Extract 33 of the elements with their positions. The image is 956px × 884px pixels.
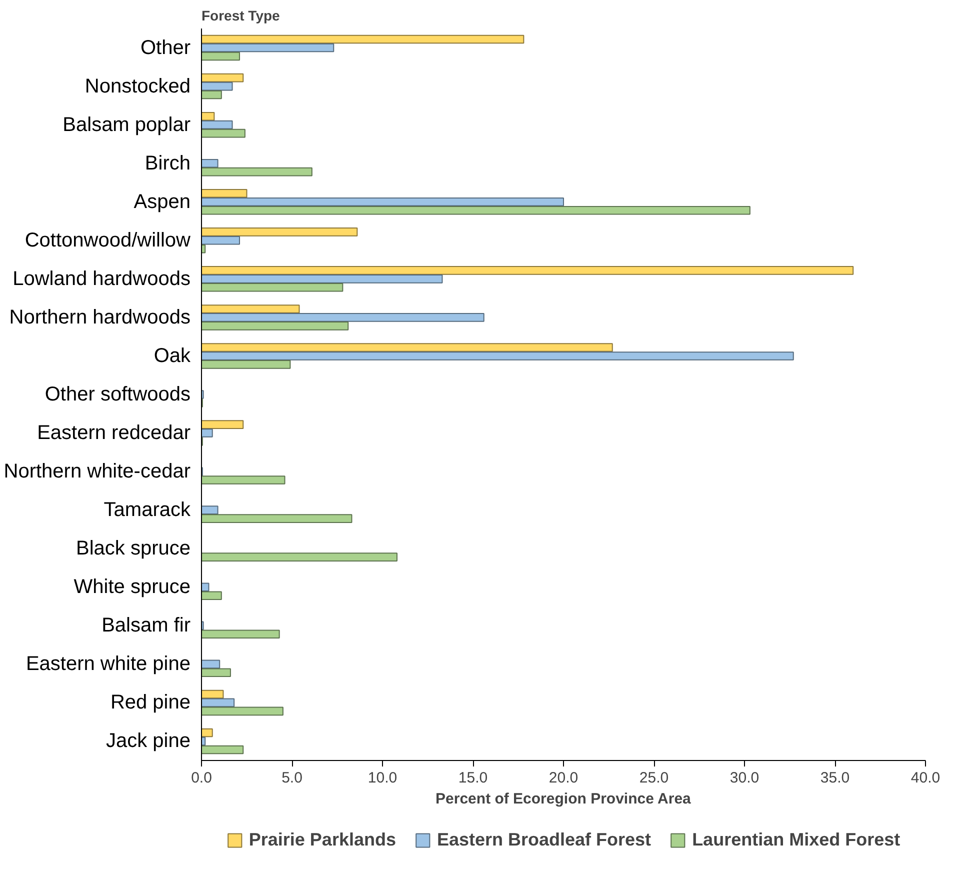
- y-tick-label: White spruce: [74, 576, 191, 598]
- legend-label: Laurentian Mixed Forest: [692, 830, 900, 850]
- y-tick-label: Nonstocked: [84, 75, 191, 98]
- x-tick-label: 35.0: [820, 770, 850, 786]
- y-tick-label: Other: [140, 36, 191, 59]
- x-tick-label: 40.0: [910, 770, 940, 786]
- x-tick-label: 10.0: [368, 770, 398, 786]
- y-tick-label: Other softwoods: [44, 384, 190, 406]
- y-tick-label: Tamarack: [104, 499, 192, 522]
- y-tick-label: Northern white-cedar: [4, 460, 191, 483]
- y-tick-label: Aspen: [134, 190, 191, 213]
- y-tick-label: Birch: [144, 152, 191, 174]
- y-axis-title: Forest Type: [202, 8, 280, 24]
- y-tick-label: Northern hardwoods: [9, 306, 191, 328]
- x-axis-title: Percent of Ecoregion Province Area: [436, 790, 692, 808]
- y-tick-label: Cottonwood/willow: [24, 229, 192, 252]
- legend-label: Prairie Parklands: [248, 830, 396, 850]
- x-tick-label: 30.0: [730, 770, 760, 786]
- y-tick-label: Eastern white pine: [26, 653, 191, 676]
- x-tick-label: 20.0: [548, 770, 578, 786]
- x-tick-label: 15.0: [458, 770, 488, 786]
- y-tick-label: Eastern redcedar: [37, 422, 191, 444]
- y-tick-label: Jack pine: [106, 730, 191, 752]
- y-tick-label: Lowland hardwoods: [12, 268, 191, 290]
- y-tick-label: Balsam poplar: [62, 114, 191, 136]
- y-tick-label: Balsam fir: [102, 614, 191, 637]
- y-tick-label: Oak: [154, 344, 192, 367]
- y-tick-label: Black spruce: [76, 538, 191, 560]
- x-tick-label: 0.0: [191, 770, 212, 786]
- y-tick-label: Red pine: [110, 692, 191, 714]
- x-tick-label: 25.0: [639, 770, 669, 786]
- x-tick-label: 5.0: [282, 770, 302, 786]
- legend-label: Eastern Broadleaf Forest: [436, 830, 652, 850]
